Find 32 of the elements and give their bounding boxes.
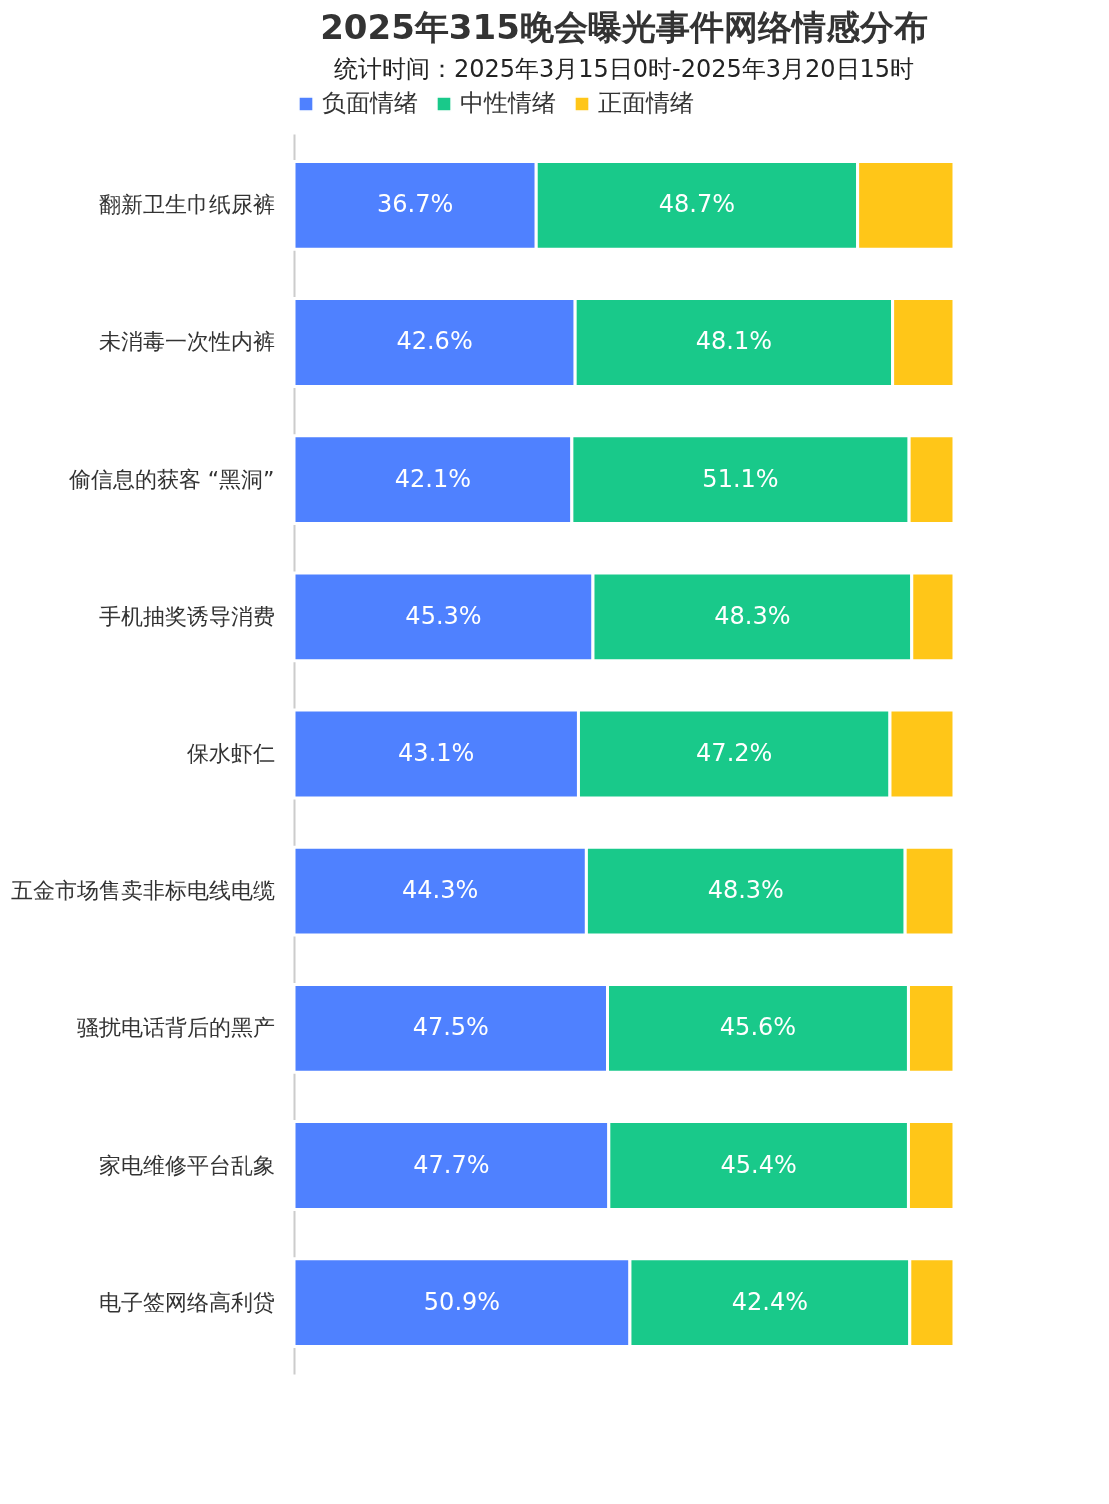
legend-label: 正面情绪 [598, 89, 694, 117]
legend-label: 中性情绪 [460, 89, 556, 117]
y-tick-label: 保水虾仁 [186, 741, 275, 766]
y-tick-label: 偷信息的获客 “黑洞” [68, 466, 275, 492]
data-label: 47.7% [413, 1150, 490, 1179]
y-tick-label: 电子签网络高利贷 [98, 1289, 275, 1315]
y-tick-label: 翻新卫生巾纸尿裤 [98, 192, 275, 218]
data-label: 43.1% [398, 739, 475, 767]
data-label: 45.3% [405, 601, 482, 630]
data-label: 48.7% [658, 190, 736, 219]
chart-subtitle: 统计时间：2025年3月15日0时-2025年3月20日15时 [333, 55, 915, 83]
data-label: 51.1% [702, 464, 779, 493]
data-label: 47.2% [696, 739, 773, 767]
data-label: 42.4% [731, 1287, 808, 1316]
y-tick-label: 五金市场售卖非标电线电缆 [10, 878, 275, 904]
y-tick-label: 未消毒一次性内裤 [98, 329, 275, 355]
data-label: 45.4% [720, 1150, 797, 1179]
data-label: 36.7% [376, 190, 454, 219]
data-label: 48.1% [695, 327, 773, 356]
data-label: 44.3% [402, 876, 479, 905]
data-label: 50.9% [423, 1287, 501, 1316]
data-label: 48.3% [707, 876, 784, 905]
legend-label: 负面情绪 [322, 89, 418, 117]
y-tick-label: 家电维修平台乱象 [98, 1152, 275, 1178]
chart-title: 2025年315晚会曝光事件网络情感分布 [320, 7, 928, 47]
data-label: 42.1% [394, 464, 472, 493]
data-label: 48.3% [714, 601, 791, 630]
data-label: 42.6% [396, 327, 473, 356]
data-label: 47.5% [412, 1013, 489, 1042]
data-label: 45.6% [719, 1013, 797, 1042]
y-tick-label: 骚扰电话背后的黑产 [76, 1015, 275, 1041]
y-tick-label: 手机抽奖诱导消费 [98, 603, 275, 629]
